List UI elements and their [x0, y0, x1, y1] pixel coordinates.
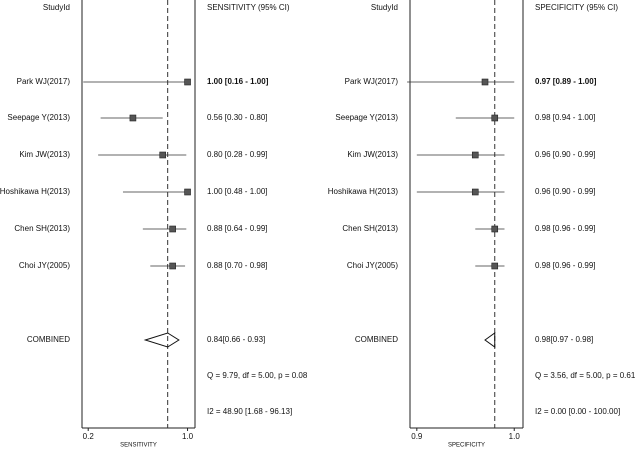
heterogeneity-q: Q = 9.79, df = 5.00, p = 0.08 [207, 371, 308, 380]
combined-ci-label: 0.84[0.66 - 0.93] [207, 335, 265, 344]
ci-label: 0.96 [0.90 - 0.99] [535, 187, 596, 196]
study-label: Hoshikawa H(2013) [0, 187, 70, 196]
study-label: Choi JY(2005) [19, 261, 70, 270]
estimate-header: SPECIFICITY (95% CI) [535, 3, 618, 12]
study-label: Kim JW(2013) [347, 150, 398, 159]
ci-label: 0.98 [0.96 - 0.99] [535, 261, 596, 270]
point-estimate [471, 151, 479, 159]
ci-label: 0.98 [0.94 - 1.00] [535, 113, 596, 122]
study-label: Seepage Y(2013) [7, 113, 70, 122]
ci-label: 0.96 [0.90 - 0.99] [535, 150, 596, 159]
study-label: Kim JW(2013) [19, 150, 70, 159]
point-estimate [159, 151, 167, 159]
point-estimate [471, 188, 479, 196]
ci-label: 0.98 [0.96 - 0.99] [535, 224, 596, 233]
point-estimate [184, 188, 191, 196]
study-label: Chen SH(2013) [14, 224, 70, 233]
ci-label: 1.00 [0.16 - 1.00] [207, 77, 269, 86]
point-estimate [491, 262, 499, 270]
ci-label: 0.97 [0.89 - 1.00] [535, 77, 597, 86]
column-header: StudyId [371, 3, 398, 12]
x-tick-label: 1.0 [509, 432, 521, 441]
combined-label: COMBINED [27, 335, 70, 344]
point-estimate [481, 78, 489, 86]
ci-label: 0.80 [0.28 - 0.99] [207, 150, 268, 159]
combined-label: COMBINED [355, 335, 398, 344]
point-estimate [129, 114, 137, 122]
x-tick-label: 1.0 [182, 432, 194, 441]
ci-label: 0.88 [0.64 - 0.99] [207, 224, 268, 233]
estimate-header: SENSITIVITY (95% CI) [207, 3, 290, 12]
combined-ci-label: 0.98[0.97 - 0.98] [535, 335, 593, 344]
x-tick-label: 0.2 [83, 432, 95, 441]
study-label: Park WJ(2017) [17, 77, 71, 86]
study-label: Seepage Y(2013) [335, 113, 398, 122]
study-label: Chen SH(2013) [342, 224, 398, 233]
study-label: Park WJ(2017) [345, 77, 399, 86]
heterogeneity-i2: I2 = 0.00 [0.00 - 100.00] [535, 407, 620, 416]
x-axis-label: SPECIFICITY [448, 443, 485, 449]
heterogeneity-q: Q = 3.56, df = 5.00, p = 0.61 [535, 371, 636, 380]
point-estimate [491, 114, 499, 122]
combined-diamond [484, 332, 496, 348]
combined-diamond [143, 332, 180, 348]
column-header: StudyId [43, 3, 70, 12]
study-label: Hoshikawa H(2013) [328, 187, 399, 196]
point-estimate [184, 78, 191, 86]
ci-label: 0.88 [0.70 - 0.98] [207, 261, 268, 270]
heterogeneity-i2: I2 = 48.90 [1.68 - 96.13] [207, 407, 292, 416]
study-label: Choi JY(2005) [347, 261, 398, 270]
point-estimate [169, 225, 176, 233]
ci-label: 0.56 [0.30 - 0.80] [207, 113, 268, 122]
x-axis-label: SENSITIVITY [120, 443, 157, 449]
point-estimate [491, 225, 499, 233]
x-tick-label: 0.9 [411, 432, 423, 441]
ci-label: 1.00 [0.48 - 1.00] [207, 187, 268, 196]
point-estimate [169, 262, 176, 270]
